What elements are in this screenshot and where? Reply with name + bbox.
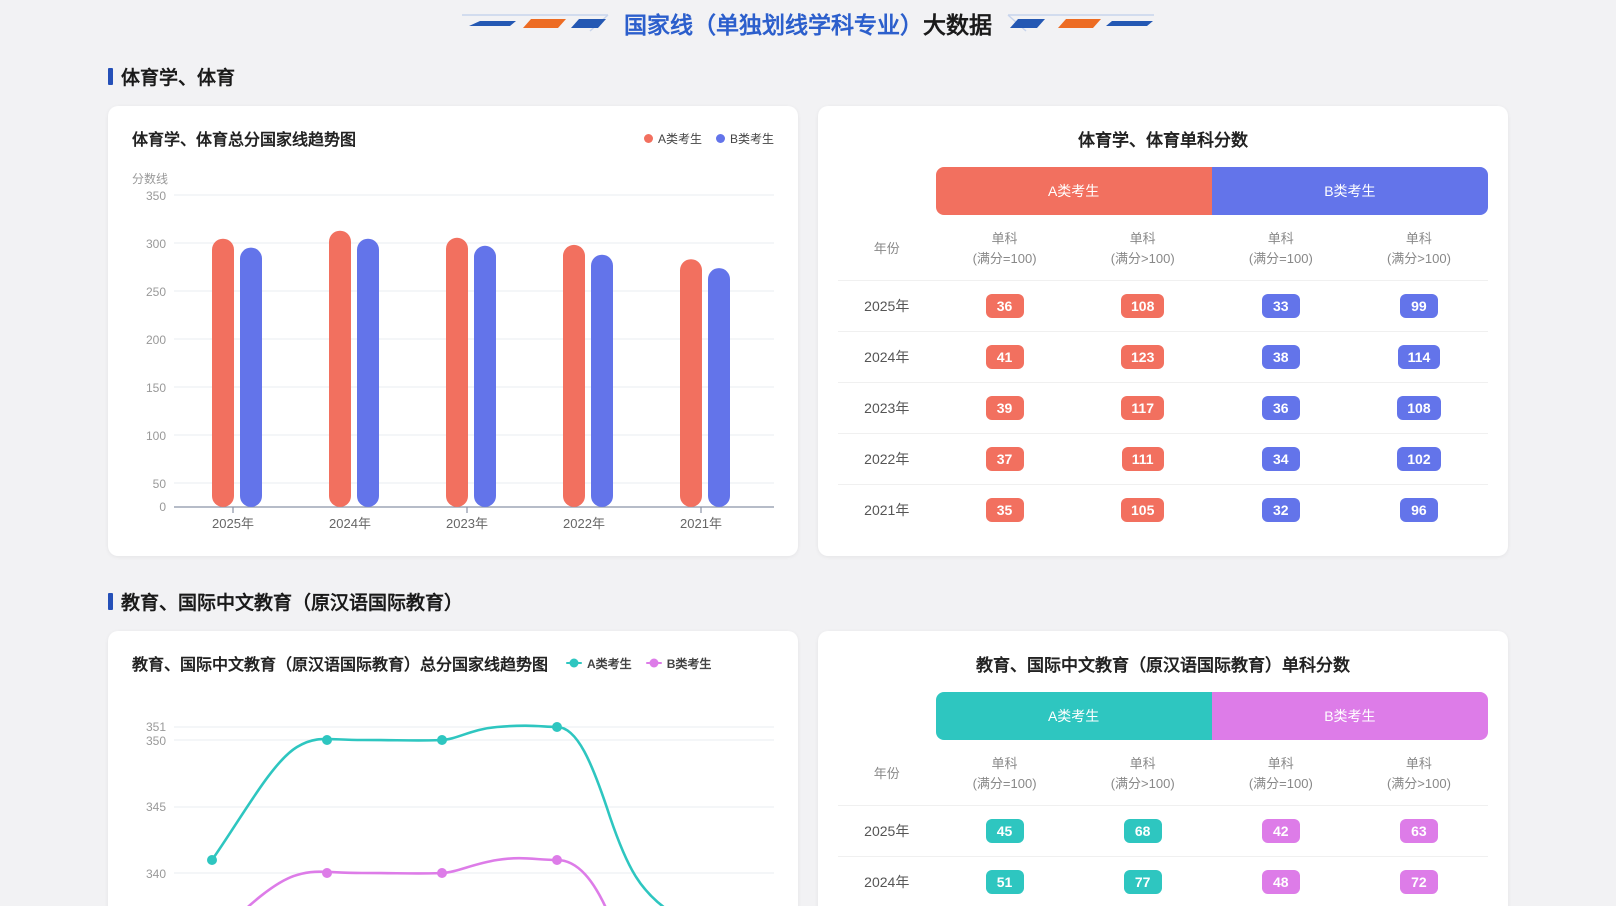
svg-text:0: 0 [159, 500, 166, 514]
svg-text:50: 50 [153, 477, 167, 491]
svg-text:100: 100 [146, 429, 166, 443]
svg-text:150: 150 [146, 381, 166, 395]
svg-text:2021年: 2021年 [680, 516, 722, 531]
svg-text:345: 345 [146, 800, 166, 814]
svg-text:350: 350 [146, 189, 166, 203]
svg-text:2023年: 2023年 [446, 516, 488, 531]
svg-text:2025年: 2025年 [212, 516, 254, 531]
svg-text:250: 250 [146, 285, 166, 299]
svg-text:2022年: 2022年 [563, 516, 605, 531]
svg-text:351: 351 [146, 720, 166, 734]
svg-text:340: 340 [146, 867, 166, 881]
svg-text:2024年: 2024年 [329, 516, 371, 531]
svg-text:300: 300 [146, 237, 166, 251]
svg-text:200: 200 [146, 333, 166, 347]
svg-text:350: 350 [146, 734, 166, 748]
